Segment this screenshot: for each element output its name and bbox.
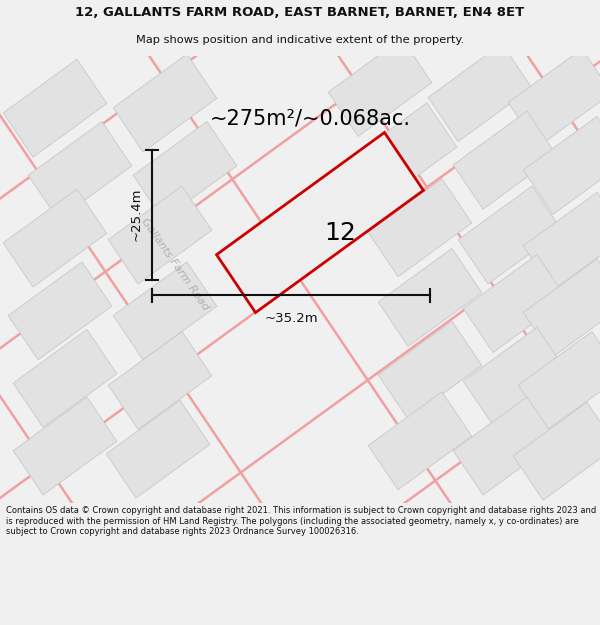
Polygon shape (108, 331, 212, 429)
Polygon shape (523, 116, 600, 214)
Polygon shape (368, 179, 472, 277)
Polygon shape (217, 132, 424, 312)
Polygon shape (523, 192, 600, 290)
Polygon shape (368, 392, 472, 490)
Polygon shape (13, 329, 117, 428)
Polygon shape (458, 186, 562, 284)
Polygon shape (353, 103, 457, 201)
Text: ~275m²/~0.068ac.: ~275m²/~0.068ac. (209, 109, 410, 129)
Polygon shape (508, 49, 600, 147)
Polygon shape (453, 111, 557, 209)
Polygon shape (113, 54, 217, 152)
Polygon shape (328, 39, 432, 136)
Text: 12: 12 (324, 221, 356, 245)
Polygon shape (463, 254, 567, 352)
Polygon shape (378, 321, 482, 419)
Polygon shape (133, 122, 237, 219)
Text: Contains OS data © Crown copyright and database right 2021. This information is : Contains OS data © Crown copyright and d… (6, 506, 596, 536)
Polygon shape (513, 402, 600, 500)
Text: Gallants Farm Road: Gallants Farm Road (139, 216, 211, 312)
Polygon shape (28, 122, 132, 219)
Polygon shape (3, 189, 107, 287)
Polygon shape (378, 248, 482, 346)
Text: Map shows position and indicative extent of the property.: Map shows position and indicative extent… (136, 34, 464, 44)
Text: ~35.2m: ~35.2m (264, 312, 318, 324)
Polygon shape (106, 400, 210, 498)
Text: 12, GALLANTS FARM ROAD, EAST BARNET, BARNET, EN4 8ET: 12, GALLANTS FARM ROAD, EAST BARNET, BAR… (76, 6, 524, 19)
Polygon shape (13, 397, 117, 495)
Polygon shape (113, 262, 217, 360)
Polygon shape (523, 259, 600, 357)
Polygon shape (453, 397, 557, 495)
Polygon shape (463, 328, 567, 425)
Text: ~25.4m: ~25.4m (130, 188, 143, 241)
Polygon shape (8, 262, 112, 360)
Polygon shape (3, 59, 107, 157)
Polygon shape (428, 44, 532, 142)
Polygon shape (108, 186, 212, 284)
Polygon shape (518, 331, 600, 429)
